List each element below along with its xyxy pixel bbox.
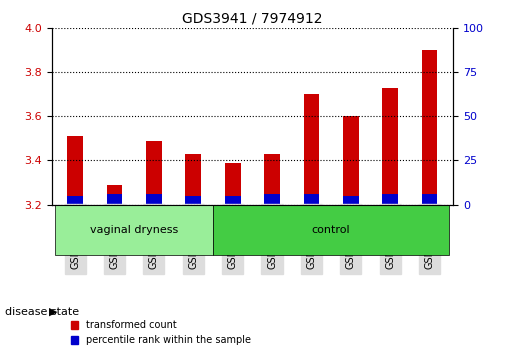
Bar [67,196,83,205]
Bar [422,50,437,205]
Bar [382,194,398,205]
Legend: transformed count, percentile rank within the sample: transformed count, percentile rank withi… [66,316,255,349]
Bar [264,154,280,205]
Bar [343,196,358,205]
Bar [303,194,319,205]
Bar [343,116,358,205]
Bar [264,194,280,205]
Bar [225,196,241,205]
Bar [185,196,201,205]
Bar [67,136,83,205]
Text: ▶: ▶ [49,307,58,316]
Bar [382,88,398,205]
Bar [146,141,162,205]
Bar [146,194,162,205]
Title: GDS3941 / 7974912: GDS3941 / 7974912 [182,12,322,26]
Bar [422,194,437,205]
Bar [185,154,201,205]
Bar [303,95,319,205]
Text: vaginal dryness: vaginal dryness [90,225,178,235]
Text: control: control [312,225,350,235]
Bar [225,163,241,205]
Bar [107,185,123,205]
FancyBboxPatch shape [56,205,213,255]
Text: disease state: disease state [5,307,79,316]
FancyBboxPatch shape [213,205,449,255]
Bar [107,194,123,205]
